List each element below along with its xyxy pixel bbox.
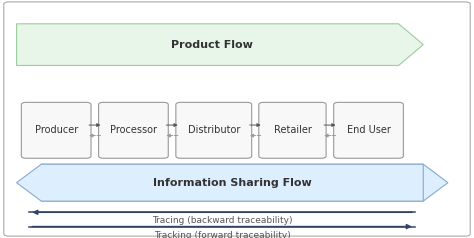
Text: Processor: Processor	[110, 125, 157, 135]
FancyBboxPatch shape	[259, 102, 326, 158]
Text: Retailer: Retailer	[273, 125, 311, 135]
Text: Producer: Producer	[35, 125, 78, 135]
FancyBboxPatch shape	[334, 102, 403, 158]
Text: Tracking (forward traceability): Tracking (forward traceability)	[154, 231, 291, 238]
FancyBboxPatch shape	[176, 102, 252, 158]
FancyBboxPatch shape	[21, 102, 91, 158]
Text: Product Flow: Product Flow	[171, 40, 253, 50]
Text: Tracing (backward traceability): Tracing (backward traceability)	[152, 216, 292, 225]
FancyArrow shape	[41, 164, 448, 201]
Text: Distributor: Distributor	[188, 125, 240, 135]
FancyArrow shape	[17, 164, 423, 201]
FancyBboxPatch shape	[4, 2, 470, 236]
Text: End User: End User	[346, 125, 391, 135]
FancyBboxPatch shape	[99, 102, 168, 158]
Text: Information Sharing Flow: Information Sharing Flow	[153, 178, 311, 188]
FancyArrow shape	[17, 24, 423, 65]
